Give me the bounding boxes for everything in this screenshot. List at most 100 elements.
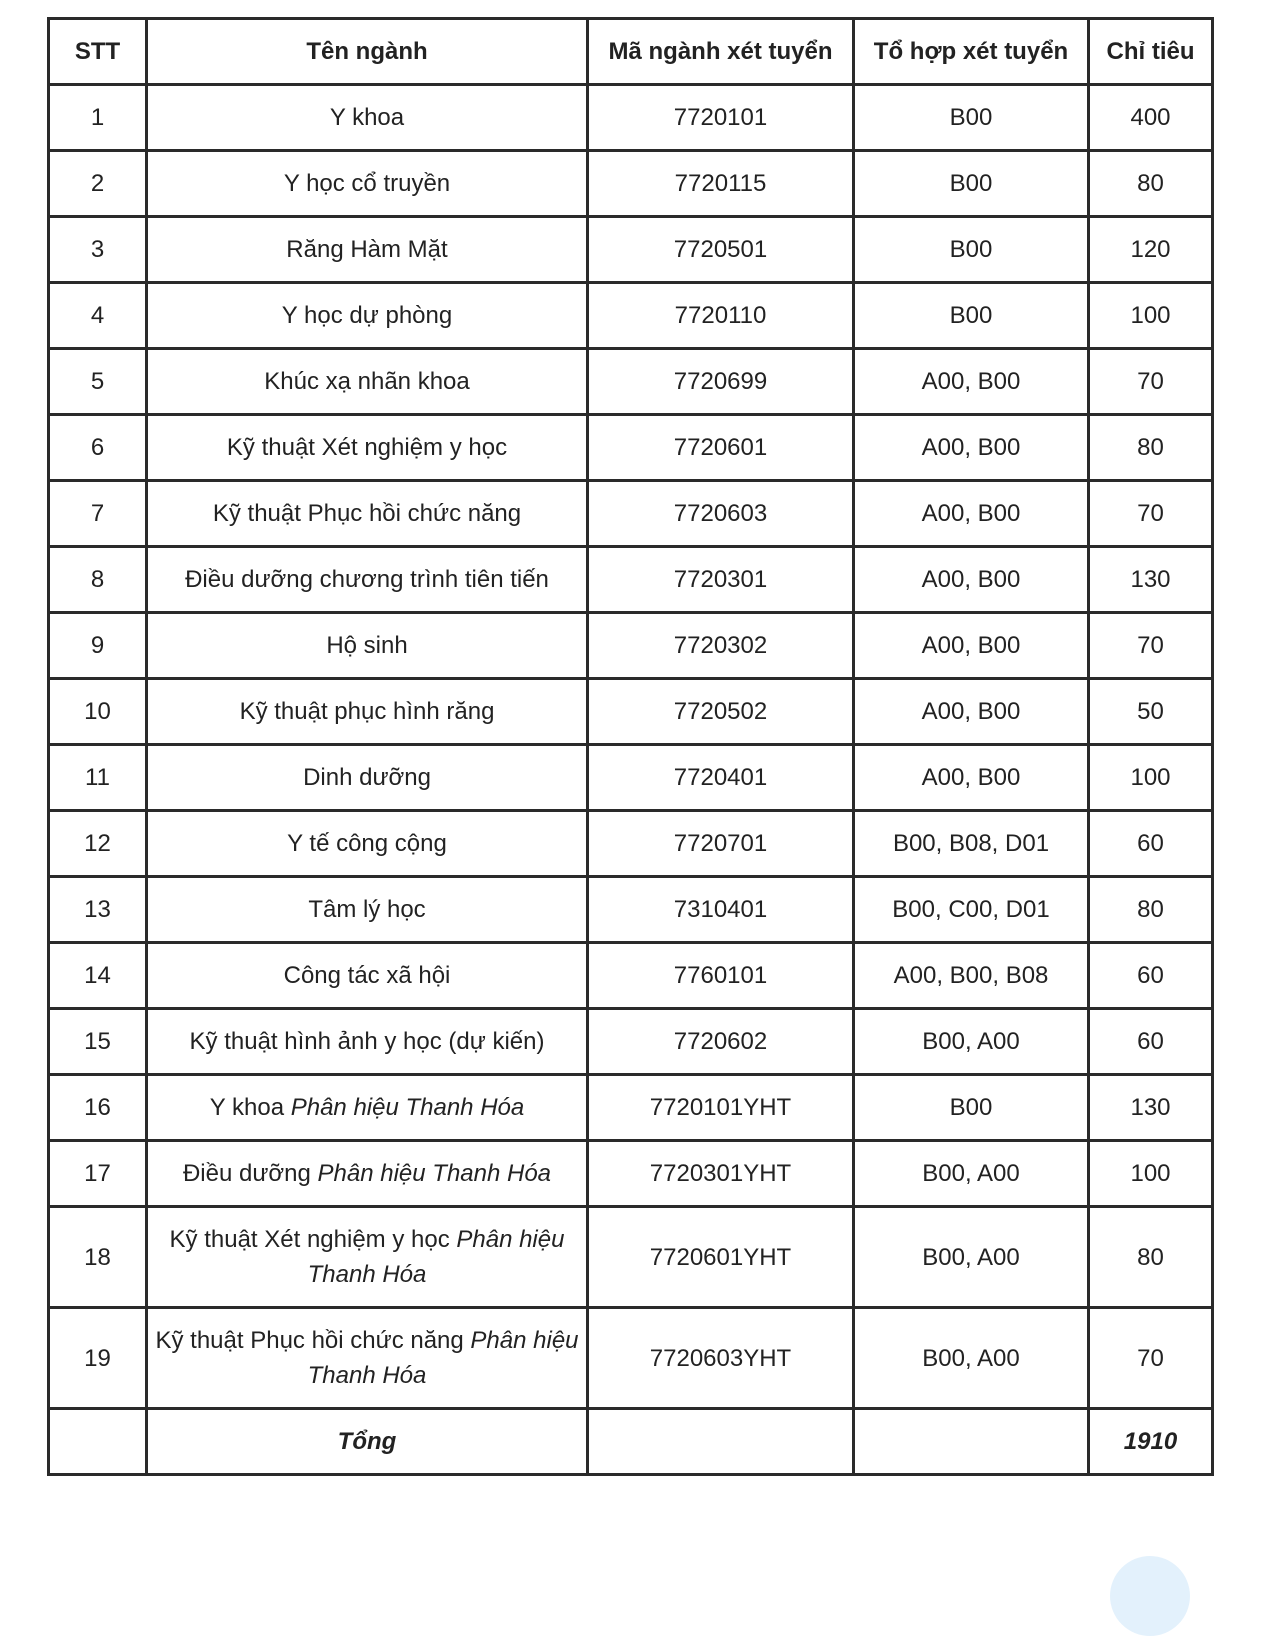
major-name: Kỹ thuật Phục hồi chức năng [212, 500, 522, 527]
cell-code: 7720502 [586, 677, 855, 746]
cell-stt: 15 [47, 1007, 148, 1076]
header-code: Mã ngành xét tuyển [586, 17, 855, 86]
cell-stt: 2 [47, 149, 148, 218]
cell-name: Dinh dưỡng [145, 743, 589, 812]
campus-note: Phân hiệu Thanh Hóa [307, 1327, 579, 1389]
cell-quota: 70 [1087, 611, 1214, 680]
cell-stt: 18 [47, 1205, 148, 1309]
cell-code: 7720101 [586, 83, 855, 152]
cell-stt: 11 [47, 743, 148, 812]
header-quota: Chỉ tiêu [1087, 17, 1214, 86]
table-row: 5 Khúc xạ nhãn khoa 7720699 A00, B00 70 [47, 347, 1214, 416]
cell-code: 7720501 [586, 215, 855, 284]
major-name: Hộ sinh [326, 632, 408, 659]
cell-combo: B00, B08, D01 [852, 809, 1090, 878]
cell-code: 7720601 [586, 413, 855, 482]
cell-combo: B00, A00 [852, 1139, 1090, 1208]
header-stt: STT [47, 17, 148, 86]
cell-stt: 17 [47, 1139, 148, 1208]
cell-name: Khúc xạ nhãn khoa [145, 347, 589, 416]
cell-name: Hộ sinh [145, 611, 589, 680]
cell-stt: 8 [47, 545, 148, 614]
cell-quota: 80 [1087, 413, 1214, 482]
cell-name: Răng Hàm Mặt [145, 215, 589, 284]
major-name: Y khoa [329, 104, 405, 131]
table-row: 9 Hộ sinh 7720302 A00, B00 70 [47, 611, 1214, 680]
table-row: 19 Kỹ thuật Phục hồi chức năng Phân hiệu … [47, 1306, 1214, 1410]
cell-name: Kỹ thuật Phục hồi chức năng [145, 479, 589, 548]
floating-circle [1110, 1556, 1190, 1636]
cell-combo: B00 [852, 83, 1090, 152]
cell-stt: 19 [47, 1306, 148, 1410]
total-code [586, 1407, 855, 1476]
cell-quota: 60 [1087, 809, 1214, 878]
major-name: Điều dưỡng chương trình tiên tiến [185, 566, 549, 593]
cell-name: Tâm lý học [145, 875, 589, 944]
cell-quota: 60 [1087, 1007, 1214, 1076]
table-row: 6 Kỹ thuật Xét nghiệm y học 7720601 A00, B0… [47, 413, 1214, 482]
cell-code: 7720110 [586, 281, 855, 350]
cell-stt: 9 [47, 611, 148, 680]
cell-code: 7720699 [586, 347, 855, 416]
table-row: 3 Răng Hàm Mặt 7720501 B00 120 [47, 215, 1214, 284]
major-name: Dinh dưỡng [303, 764, 431, 791]
cell-code: 7720401 [586, 743, 855, 812]
cell-quota: 130 [1087, 545, 1214, 614]
cell-name: Điều dưỡng Phân hiệu Thanh Hóa [145, 1139, 589, 1208]
table-row: 12 Y tế công cộng 7720701 B00, B08, D01 60 [47, 809, 1214, 878]
cell-name: Kỹ thuật phục hình răng [145, 677, 589, 746]
cell-stt: 7 [47, 479, 148, 548]
table-row: 15 Kỹ thuật hình ảnh y học (dự kiến) 77206… [47, 1007, 1214, 1076]
major-name: Kỹ thuật phục hình răng [239, 698, 495, 725]
cell-code: 7720301 [586, 545, 855, 614]
table-row: 2 Y học cổ truyền 7720115 B00 80 [47, 149, 1214, 218]
cell-stt: 12 [47, 809, 148, 878]
cell-code: 7760101 [586, 941, 855, 1010]
cell-code: 7720701 [586, 809, 855, 878]
table-row: 8 Điều dưỡng chương trình tiên tiến 772030… [47, 545, 1214, 614]
cell-quota: 80 [1087, 875, 1214, 944]
cell-quota: 80 [1087, 149, 1214, 218]
cell-quota: 50 [1087, 677, 1214, 746]
cell-combo: B00 [852, 215, 1090, 284]
table-row: 10 Kỹ thuật phục hình răng 7720502 A00, B00… [47, 677, 1214, 746]
major-name: Răng Hàm Mặt [286, 236, 448, 263]
campus-note: Phân hiệu Thanh Hóa [290, 1094, 525, 1121]
cell-stt: 4 [47, 281, 148, 350]
cell-code: 7720301YHT [586, 1139, 855, 1208]
header-row: STT Tên ngành Mã ngành xét tuyển Tổ hợp … [47, 17, 1214, 86]
table-row: 18 Kỹ thuật Xét nghiệm y học Phân hiệu Th… [47, 1205, 1214, 1309]
major-name: Y tế công cộng [287, 830, 447, 857]
cell-code: 7720603 [586, 479, 855, 548]
major-name: Y khoa [209, 1094, 291, 1121]
major-name: Điều dưỡng [182, 1160, 318, 1187]
cell-stt: 3 [47, 215, 148, 284]
major-name: Kỹ thuật Xét nghiệm y học [226, 434, 508, 461]
table-row: 14 Công tác xã hội 7760101 A00, B00, B08 60 [47, 941, 1214, 1010]
cell-code: 7720603YHT [586, 1306, 855, 1410]
cell-stt: 1 [47, 83, 148, 152]
cell-name: Kỹ thuật hình ảnh y học (dự kiến) [145, 1007, 589, 1076]
major-name: Y học dự phòng [281, 302, 453, 329]
cell-quota: 70 [1087, 479, 1214, 548]
cell-combo: A00, B00 [852, 479, 1090, 548]
cell-code: 7720115 [586, 149, 855, 218]
campus-note: Phân hiệu Thanh Hóa [307, 1226, 565, 1288]
table-row: 1 Y khoa 7720101 B00 400 [47, 83, 1214, 152]
cell-stt: 14 [47, 941, 148, 1010]
cell-code: 7310401 [586, 875, 855, 944]
cell-quota: 400 [1087, 83, 1214, 152]
cell-code: 7720602 [586, 1007, 855, 1076]
cell-code: 7720601YHT [586, 1205, 855, 1309]
major-name: Khúc xạ nhãn khoa [264, 368, 470, 395]
major-name: Kỹ thuật hình ảnh y học (dự kiến) [189, 1028, 545, 1055]
cell-combo: A00, B00 [852, 611, 1090, 680]
cell-stt: 5 [47, 347, 148, 416]
cell-combo: B00 [852, 1073, 1090, 1142]
total-stt [47, 1407, 148, 1476]
major-name: Tâm lý học [308, 896, 426, 923]
cell-name: Y tế công cộng [145, 809, 589, 878]
cell-name: Y khoa Phân hiệu Thanh Hóa [145, 1073, 589, 1142]
major-name: Kỹ thuật Phục hồi chức năng [155, 1327, 471, 1354]
cell-name: Điều dưỡng chương trình tiên tiến [145, 545, 589, 614]
